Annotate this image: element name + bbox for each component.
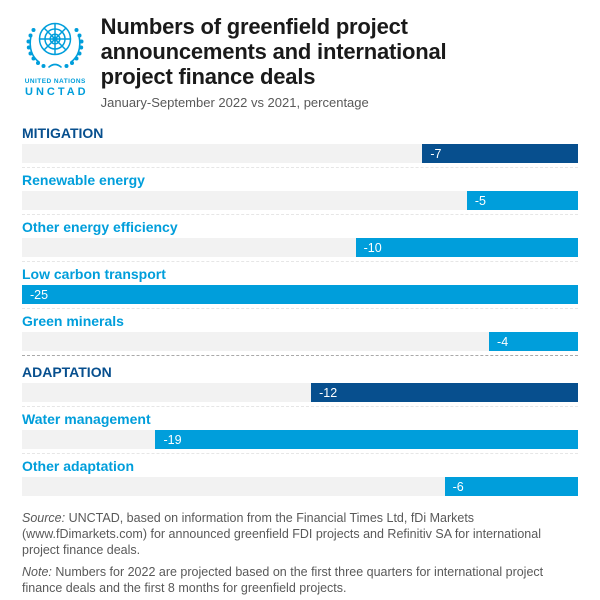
bar-track: -5 bbox=[22, 191, 578, 210]
category-label: Low carbon transport bbox=[22, 266, 166, 282]
bar-value-label: -25 bbox=[30, 287, 49, 302]
chart-row: Other adaptation -6 bbox=[22, 459, 578, 496]
un-emblem-icon bbox=[26, 22, 84, 68]
category-label: Water management bbox=[22, 411, 151, 427]
bar-track: -19 bbox=[22, 430, 578, 449]
bar-value-label: -6 bbox=[452, 479, 464, 494]
bar: -7 bbox=[422, 144, 578, 163]
chart-row: Low carbon transport -25 bbox=[22, 267, 578, 309]
bar-track: -12 bbox=[22, 383, 578, 402]
bar: -12 bbox=[311, 383, 578, 402]
bar: -4 bbox=[489, 332, 578, 351]
bar: -6 bbox=[444, 477, 578, 496]
bar: -10 bbox=[355, 238, 578, 257]
chart-row: Water management -19 bbox=[22, 412, 578, 454]
source-text: UNCTAD, based on information from the Fi… bbox=[22, 511, 541, 557]
chart-row: Other energy efficiency -10 bbox=[22, 220, 578, 262]
logo-unctad-text: UNCTAD bbox=[25, 86, 89, 98]
bar-value-label: -7 bbox=[430, 146, 442, 161]
category-label: ADAPTATION bbox=[22, 364, 112, 380]
bar-chart: MITIGATION -7 Renewable energy -5 Other … bbox=[22, 126, 578, 496]
bar-track: -7 bbox=[22, 144, 578, 163]
bar-track: -6 bbox=[22, 477, 578, 496]
source-label: Source: bbox=[22, 511, 66, 525]
category-label: Renewable energy bbox=[22, 172, 145, 188]
bar-value-label: -12 bbox=[319, 385, 338, 400]
title-line: Numbers of greenfield project bbox=[100, 14, 408, 39]
title-block: Numbers of greenfield project announceme… bbox=[101, 14, 447, 110]
note-label: Note: bbox=[22, 565, 52, 579]
bar: -5 bbox=[466, 191, 578, 210]
bar: -25 bbox=[22, 285, 578, 304]
chart-row: ADAPTATION -12 bbox=[22, 365, 578, 407]
bar-value-label: -10 bbox=[363, 240, 382, 255]
bar: -19 bbox=[155, 430, 578, 449]
logo-united-nations-text: UNITED NATIONS bbox=[24, 78, 86, 85]
category-label: Other adaptation bbox=[22, 458, 135, 474]
category-label: MITIGATION bbox=[22, 125, 104, 141]
chart-title: Numbers of greenfield project announceme… bbox=[101, 14, 447, 89]
source-note: Source: UNCTAD, based on information fro… bbox=[22, 510, 578, 558]
chart-row: Renewable energy -5 bbox=[22, 173, 578, 215]
bar-track: -25 bbox=[22, 285, 578, 304]
title-line: project finance deals bbox=[100, 64, 316, 89]
projection-note: Note: Numbers for 2022 are projected bas… bbox=[22, 564, 578, 596]
chart-subtitle: January-September 2022 vs 2021, percenta… bbox=[100, 95, 369, 110]
un-logo: UNITED NATIONS UNCTAD bbox=[22, 16, 89, 98]
chart-row: MITIGATION -7 bbox=[22, 126, 578, 168]
title-line: announcements and international bbox=[100, 39, 447, 64]
chart-row: Green minerals -4 bbox=[22, 314, 578, 356]
footer: Source: UNCTAD, based on information fro… bbox=[22, 510, 578, 596]
category-label: Other energy efficiency bbox=[22, 219, 178, 235]
bar-track: -4 bbox=[22, 332, 578, 351]
note-text: Numbers for 2022 are projected based on … bbox=[22, 565, 544, 595]
category-label: Green minerals bbox=[22, 313, 124, 329]
bar-value-label: -19 bbox=[163, 432, 182, 447]
bar-value-label: -4 bbox=[497, 334, 509, 349]
header: UNITED NATIONS UNCTAD Numbers of greenfi… bbox=[22, 14, 578, 110]
bar-track: -10 bbox=[22, 238, 578, 257]
bar-value-label: -5 bbox=[474, 193, 486, 208]
